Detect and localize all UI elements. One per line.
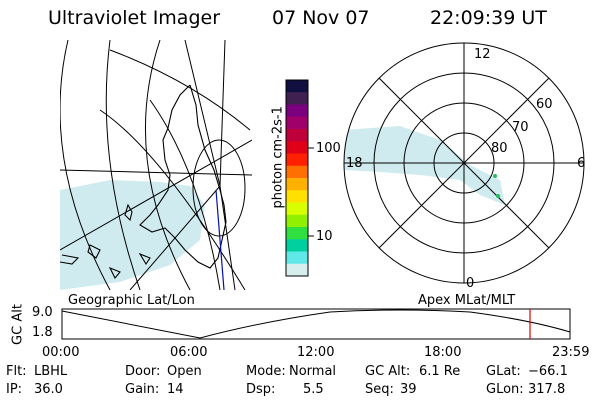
polar-plot	[343, 42, 585, 284]
colorbar-segment	[286, 104, 308, 118]
colorbar-segment	[286, 214, 308, 228]
colorbar-segment	[286, 129, 308, 142]
colorbar-segment	[286, 239, 308, 252]
instrument-title: Ultraviolet Imager	[48, 7, 221, 29]
colorbar-segment	[286, 153, 308, 167]
xtick-2359: 23:59	[552, 345, 590, 360]
flt-value: LBHL	[34, 364, 68, 379]
colorbar-segment	[286, 92, 308, 105]
satellite-track	[215, 189, 225, 290]
mlt-label-0: 0	[466, 276, 475, 291]
glat-value: −66.1	[528, 364, 568, 379]
altitude-ylabel: GC Alt	[10, 304, 26, 345]
lat-label-70: 70	[512, 120, 529, 135]
flt-label: Flt:	[6, 364, 27, 379]
xtick-1800: 18:00	[424, 345, 462, 360]
gain-label: Gain:	[125, 382, 160, 397]
colorbar-segment	[286, 227, 308, 240]
mode-value: Normal	[289, 364, 337, 379]
colorbar-segment	[286, 202, 308, 216]
colorbar-segment	[286, 116, 308, 130]
ip-label: IP:	[6, 382, 23, 397]
colorbar-segment	[286, 263, 308, 277]
polar-aurora-emission	[344, 126, 505, 205]
colorbar-tick-100: 100	[316, 141, 341, 156]
geographic-map	[60, 40, 252, 290]
colorbar-label: photon cm-2s-1	[270, 106, 286, 209]
mode-label: Mode:	[246, 364, 286, 379]
colorbar-segment	[286, 178, 308, 191]
date-label: 07 Nov 07	[272, 7, 370, 29]
lat-label-60: 60	[536, 97, 553, 112]
colorbar-frame	[285, 79, 309, 277]
colorbar-segment	[286, 190, 308, 203]
ytick-9: 9.0	[32, 305, 53, 320]
ytick-1-8: 1.8	[32, 325, 53, 340]
altitude-plot	[61, 308, 571, 340]
glat-label: GLat:	[486, 364, 521, 379]
seq-label: Seq:	[365, 382, 394, 397]
colorbar-segment	[286, 80, 308, 93]
door-label: Door:	[125, 364, 161, 379]
seq-value: 39	[400, 382, 417, 397]
apex-label: Apex MLat/MLT	[418, 293, 516, 308]
altitude-curve	[61, 309, 571, 339]
geographic-label: Geographic Lat/Lon	[68, 293, 195, 308]
mlt-label-12: 12	[474, 47, 491, 62]
colorbar	[285, 79, 309, 277]
glon-value: 317.8	[528, 382, 566, 397]
gain-value: 14	[167, 382, 184, 397]
dsp-label: Dsp:	[246, 382, 276, 397]
lat-label-80: 80	[491, 141, 508, 156]
colorbar-segment	[286, 165, 308, 179]
xtick-0600: 06:00	[170, 345, 208, 360]
mlt-label-6: 6	[577, 156, 586, 171]
xtick-0000: 00:00	[42, 345, 80, 360]
colorbar-segment	[286, 141, 308, 154]
gcalt-label: GC Alt:	[365, 364, 411, 379]
time-label: 22:09:39 UT	[430, 7, 547, 29]
door-value: Open	[167, 364, 202, 379]
gcalt-value: 6.1 Re	[419, 364, 461, 379]
dsp-value: 5.5	[303, 382, 324, 397]
coastline	[60, 84, 227, 279]
colorbar-tick-10: 10	[316, 229, 333, 244]
mlt-label-18: 18	[346, 156, 363, 171]
glon-label: GLon:	[486, 382, 524, 397]
ip-value: 36.0	[34, 382, 63, 397]
colorbar-segment	[286, 251, 308, 265]
xtick-1200: 12:00	[297, 345, 335, 360]
